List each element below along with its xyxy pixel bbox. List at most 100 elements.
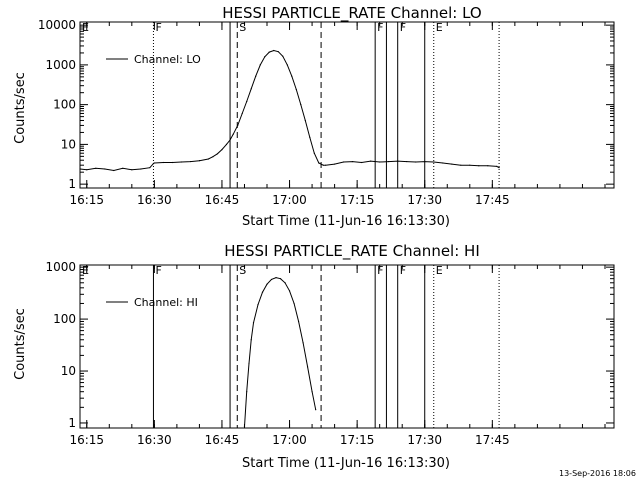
data-point-hi — [297, 320, 300, 323]
x-tick-label-hi: 16:15 — [69, 433, 104, 447]
data-point-lo — [250, 88, 252, 90]
data-point-lo — [221, 148, 223, 151]
y-tick-label-hi: 10 — [61, 364, 76, 378]
data-point-lo — [469, 164, 471, 166]
ylabel-lo: Counts/sec — [13, 72, 28, 144]
event-mark-lo: S — [239, 21, 246, 34]
data-point-lo — [352, 160, 354, 163]
y-tick-label-hi: 100 — [53, 312, 76, 326]
panel-hi: HESSI PARTICLE_RATE Channel: HI Counts/s… — [13, 242, 615, 471]
data-point-lo — [286, 64, 288, 66]
data-point-lo — [229, 139, 231, 141]
data-point-lo — [95, 167, 97, 169]
data-point-hi — [252, 322, 255, 324]
data-point-lo — [216, 153, 219, 155]
ylabel-hi: Counts/sec — [13, 308, 28, 380]
data-point-lo — [259, 64, 261, 66]
data-point-lo — [268, 51, 270, 53]
data-point-hi — [270, 278, 273, 281]
plot-frame-hi — [79, 264, 615, 429]
data-point-lo — [397, 160, 399, 162]
data-point-lo — [140, 168, 142, 170]
data-point-lo — [496, 165, 498, 167]
data-point-lo — [79, 168, 81, 170]
data-point-lo — [198, 160, 201, 162]
event-mark-hi: F — [377, 264, 383, 277]
legend-label-lo: Channel: LO — [134, 53, 201, 66]
data-point-hi — [311, 391, 313, 393]
data-point-lo — [406, 160, 408, 163]
x-tick-label-lo: 17:45 — [475, 193, 510, 207]
data-point-lo — [309, 136, 311, 138]
data-point-lo — [318, 162, 320, 164]
data-point-lo — [212, 156, 214, 158]
x-tick-label-lo: 17:00 — [272, 193, 307, 207]
data-point-hi — [306, 366, 309, 368]
data-point-hi — [243, 426, 246, 428]
x-tick-label-lo: 16:15 — [69, 193, 104, 207]
data-point-lo — [180, 161, 182, 163]
data-point-lo — [149, 167, 151, 169]
event-mark-lo: E — [82, 21, 89, 34]
data-point-lo — [343, 161, 345, 163]
data-point-lo — [388, 160, 390, 163]
x-tick-label-lo: 16:45 — [205, 193, 240, 207]
x-tick-label-hi: 17:15 — [340, 433, 375, 447]
data-point-lo — [225, 143, 228, 145]
data-point-lo — [442, 162, 444, 164]
event-mark-hi: E — [82, 264, 89, 277]
y-tick-label-hi: 1 — [68, 416, 76, 430]
data-point-lo — [152, 162, 155, 165]
data-point-lo — [300, 104, 302, 106]
data-point-lo — [304, 119, 306, 122]
data-point-lo — [171, 161, 173, 164]
data-point-lo — [361, 161, 363, 164]
panel-lo: HESSI PARTICLE_RATE Channel: LO Counts/s… — [13, 4, 615, 229]
data-point-hi — [284, 282, 286, 284]
xlabel-hi: Start Time (11-Jun-16 16:13:30) — [242, 456, 450, 471]
data-point-lo — [162, 161, 164, 164]
event-mark-lo: F — [377, 21, 383, 34]
data-point-lo — [487, 165, 489, 167]
y-tick-label-lo: 100 — [53, 98, 76, 112]
data-point-lo — [415, 161, 417, 163]
data-point-lo — [291, 75, 293, 77]
data-point-hi — [302, 342, 304, 344]
data-point-lo — [379, 161, 381, 163]
data-point-lo — [86, 169, 88, 171]
data-point-lo — [433, 161, 435, 163]
event-mark-lo: F — [155, 21, 161, 34]
data-point-lo — [241, 112, 243, 115]
series-line-hi — [244, 277, 317, 427]
event-mark-hi: E — [436, 264, 443, 277]
data-point-hi — [246, 391, 248, 393]
data-point-lo — [295, 88, 297, 91]
data-point-hi — [315, 409, 317, 411]
y-tick-label-lo: 10 — [61, 137, 76, 151]
data-point-lo — [313, 152, 315, 154]
event-mark-lo: E — [436, 21, 443, 34]
data-point-lo — [207, 158, 210, 160]
data-point-lo — [282, 55, 284, 57]
data-point-lo — [273, 49, 275, 52]
chart-title-lo: HESSI PARTICLE_RATE Channel: LO — [222, 4, 481, 23]
event-mark-hi: F — [400, 264, 406, 277]
data-point-hi — [266, 283, 268, 285]
x-tick-label-hi: 17:45 — [475, 433, 510, 447]
data-point-lo — [104, 168, 106, 170]
event-mark-hi: F — [155, 264, 161, 277]
x-tick-label-hi: 17:00 — [272, 433, 307, 447]
legend-label-hi: Channel: HI — [134, 296, 198, 309]
data-point-lo — [498, 167, 500, 169]
data-point-lo — [237, 124, 239, 127]
data-point-lo — [122, 167, 124, 169]
x-tick-label-lo: 17:15 — [340, 193, 375, 207]
x-tick-label-hi: 17:30 — [407, 433, 442, 447]
data-point-hi — [275, 276, 277, 279]
data-point-lo — [460, 164, 462, 166]
data-point-lo — [334, 163, 336, 165]
event-mark-hi: S — [239, 264, 246, 277]
data-point-lo — [322, 164, 324, 166]
y-tick-label-hi: 1000 — [45, 260, 76, 274]
